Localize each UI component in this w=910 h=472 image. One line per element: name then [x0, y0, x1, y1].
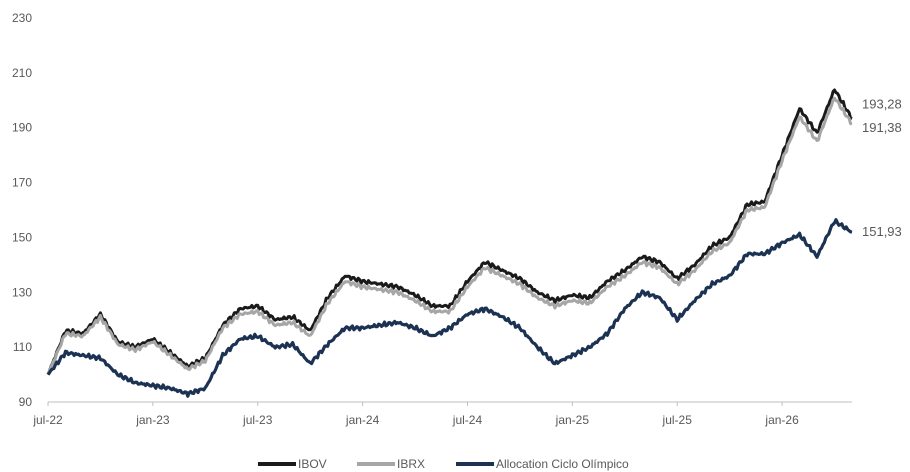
- y-tick-label: 210: [12, 66, 32, 80]
- x-tick-label: jul-22: [32, 413, 63, 427]
- legend-label-0: IBOV: [298, 457, 327, 471]
- x-tick-label: jan-24: [345, 413, 380, 427]
- legend-label-1: IBRX: [397, 457, 425, 471]
- series-line-0: [46, 88, 853, 376]
- y-tick-label: 170: [12, 176, 32, 190]
- end-value-label-0: 193,28: [862, 97, 902, 112]
- x-tick-label: jul-24: [452, 413, 483, 427]
- x-tick-label: jan-26: [764, 413, 799, 427]
- x-tick-label: jan-25: [555, 413, 590, 427]
- y-tick-label: 90: [19, 395, 33, 409]
- y-tick-label: 230: [12, 11, 32, 25]
- series-lines: [46, 88, 853, 398]
- legend: IBOV IBRX Allocation Ciclo Olímpico: [258, 457, 629, 471]
- series-line-1: [46, 96, 853, 376]
- x-tick-label: jul-25: [662, 413, 693, 427]
- y-tick-label: 130: [12, 285, 32, 299]
- x-axis: jul-22 jan-23 jul-23 jan-24 jul-24 jan-25 jul-…: [32, 401, 852, 427]
- y-tick-label: 110: [13, 340, 32, 354]
- y-tick-label: 190: [12, 121, 32, 135]
- end-value-label-2: 151,93: [862, 224, 902, 239]
- y-axis: 90 110 130 150 170 190 210 230: [12, 11, 32, 409]
- x-tick-label: jul-23: [242, 413, 273, 427]
- x-tick-label: jan-23: [135, 413, 170, 427]
- y-tick-label: 150: [12, 230, 32, 244]
- end-value-label-1: 191,38: [862, 120, 902, 135]
- end-labels: 193,28 191,38 151,93: [862, 97, 902, 239]
- series-line-2: [46, 218, 853, 398]
- legend-label-2: Allocation Ciclo Olímpico: [496, 457, 629, 471]
